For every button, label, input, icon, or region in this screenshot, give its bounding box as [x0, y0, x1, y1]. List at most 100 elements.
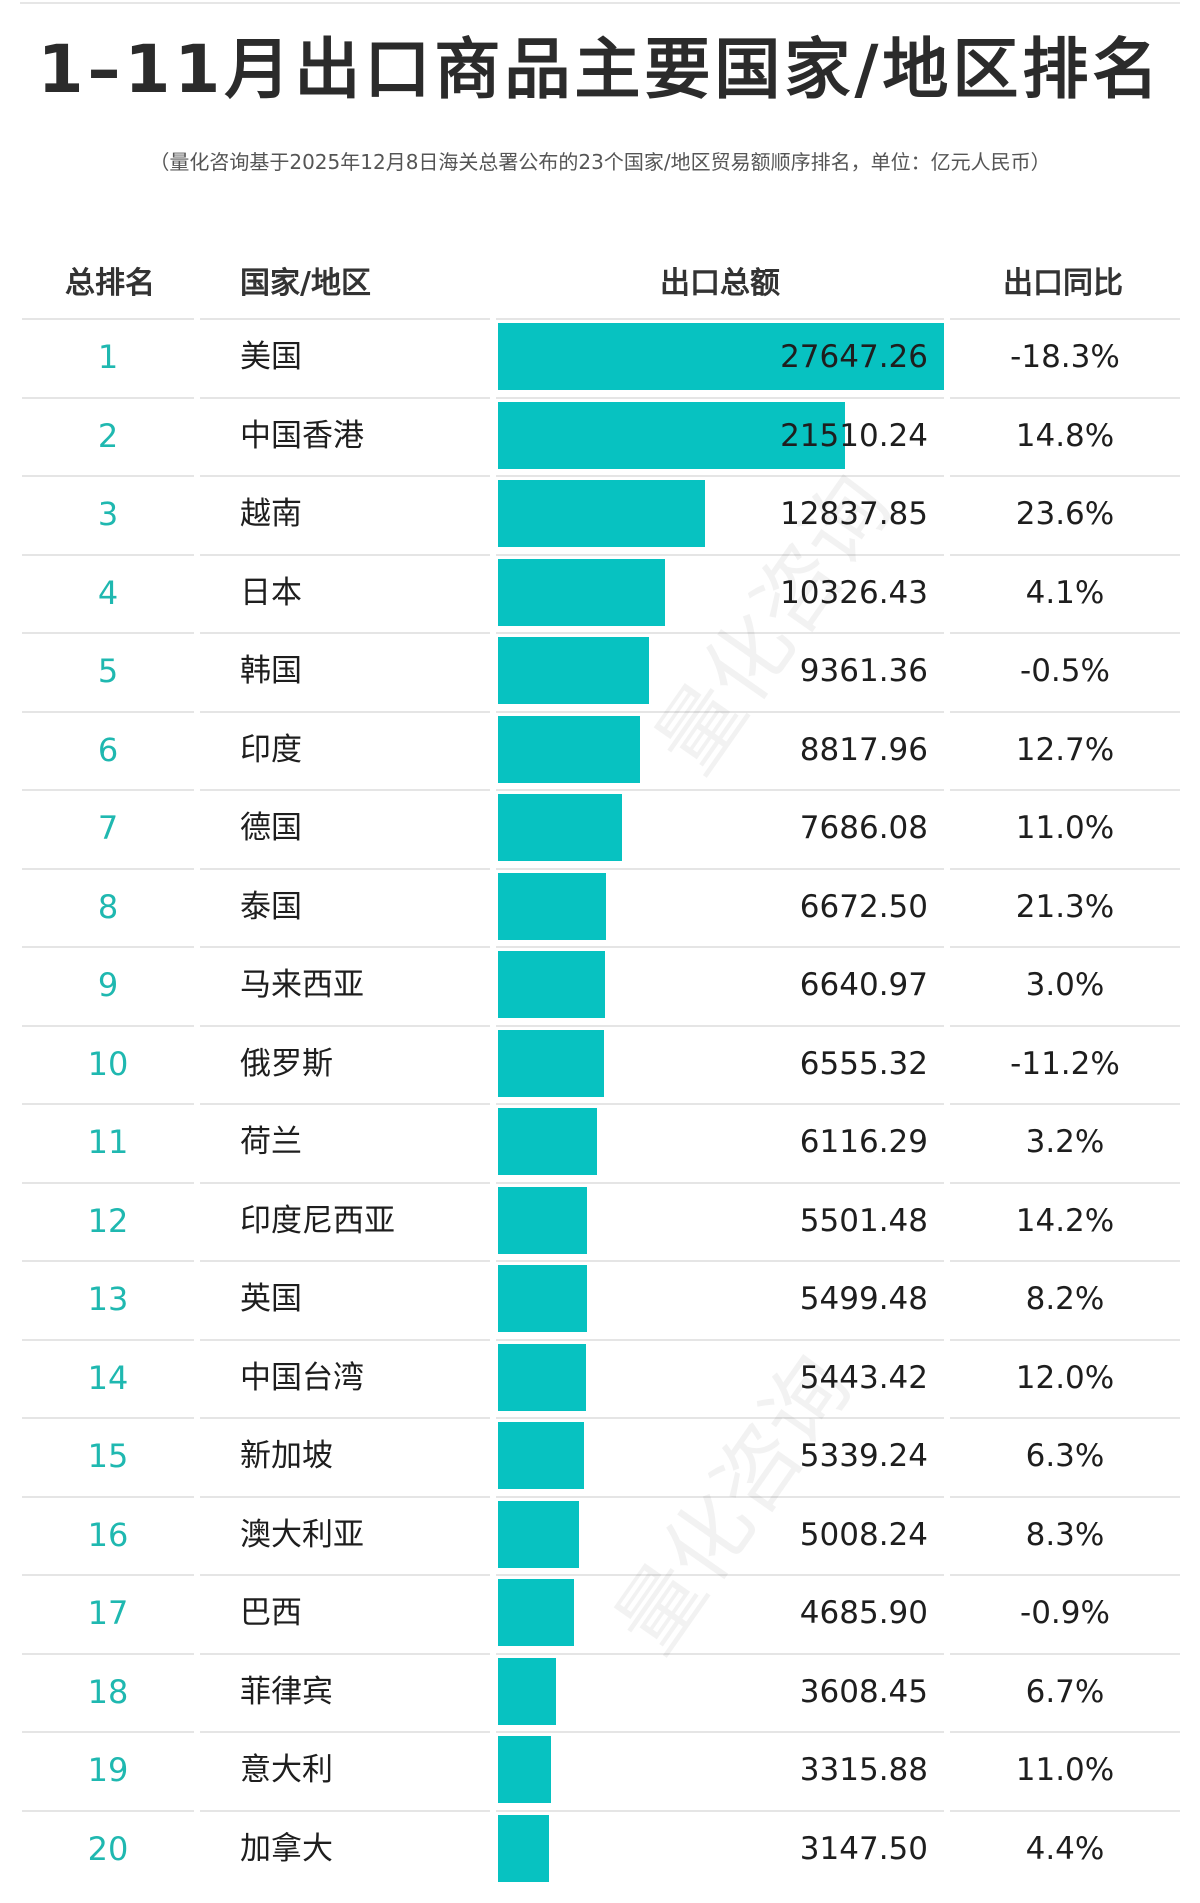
yoy-cell: 3.0% — [1025, 967, 1105, 1003]
yoy-cell: 23.6% — [1015, 496, 1115, 532]
row-separator — [200, 632, 490, 634]
row-separator — [22, 1103, 194, 1105]
country-cell: 泰国 — [240, 888, 302, 925]
row-separator — [950, 1731, 1180, 1733]
rank-cell: 7 — [97, 809, 119, 847]
row-separator — [22, 867, 194, 870]
amount-label: 5443.42 — [799, 1359, 928, 1396]
export-bar — [498, 1736, 552, 1803]
export-bar — [498, 1579, 574, 1646]
table-row: 5 韩国 9361.36 -0.5% — [0, 632, 1200, 711]
row-separator — [950, 1417, 1180, 1419]
row-separator — [950, 1181, 1180, 1184]
table-row: 10 俄罗斯 6555.32 -11.2% — [0, 1024, 1200, 1104]
row-separator — [950, 1495, 1180, 1498]
table-row: 14 中国台湾 5443.42 12.0% — [0, 1338, 1200, 1418]
row-separator — [22, 1024, 194, 1027]
row-separator — [200, 1731, 490, 1733]
row-separator — [496, 1574, 944, 1576]
yoy-cell: 8.2% — [1025, 1281, 1105, 1317]
row-separator — [950, 867, 1180, 870]
row-separator — [950, 1574, 1180, 1576]
country-cell: 澳大利亚 — [240, 1516, 364, 1553]
row-separator — [496, 632, 944, 634]
yoy-cell: 6.7% — [1025, 1673, 1105, 1710]
amount-label: 8817.96 — [799, 731, 928, 768]
amount-label: 5499.48 — [799, 1281, 928, 1317]
export-bar — [498, 794, 622, 861]
top-rule — [20, 2, 1180, 4]
table-row: 9 马来西亚 6640.97 3.0% — [0, 946, 1200, 1025]
row-separator — [496, 946, 944, 948]
row-separator — [950, 396, 1180, 399]
rank-cell: 17 — [87, 1594, 129, 1632]
export-bar — [498, 951, 606, 1018]
row-separator — [496, 1181, 944, 1184]
amount-label: 12837.85 — [780, 496, 928, 532]
row-separator — [200, 1103, 490, 1105]
export-bar — [498, 1265, 587, 1332]
row-separator — [200, 1024, 490, 1027]
amount-label: 9361.36 — [799, 653, 928, 689]
row-separator — [950, 946, 1180, 948]
row-separator — [22, 789, 194, 791]
row-separator — [200, 475, 490, 477]
amount-label: 3315.88 — [799, 1752, 928, 1788]
row-separator — [22, 1260, 194, 1262]
country-cell: 英国 — [240, 1281, 302, 1317]
yoy-cell: -0.9% — [1020, 1595, 1110, 1631]
header-country: 国家/地区 — [240, 266, 371, 301]
row-separator — [950, 789, 1180, 791]
amount-label: 10326.43 — [780, 574, 928, 611]
row-separator — [22, 710, 194, 713]
rank-cell: 1 — [97, 338, 119, 376]
country-cell: 德国 — [240, 810, 302, 846]
row-separator — [496, 1495, 944, 1498]
row-separator — [22, 1338, 194, 1341]
rank-cell: 10 — [87, 1044, 129, 1083]
export-bar — [498, 715, 641, 783]
table-row: 15 新加坡 5339.24 6.3% — [0, 1417, 1200, 1496]
row-separator — [22, 1652, 194, 1655]
row-separator — [950, 1652, 1180, 1655]
amount-label: 3608.45 — [799, 1673, 928, 1710]
export-bar — [498, 872, 606, 940]
country-cell: 荷兰 — [240, 1124, 302, 1160]
amount-label: 4685.90 — [799, 1595, 928, 1631]
country-cell: 加拿大 — [240, 1830, 333, 1867]
yoy-cell: 21.3% — [1015, 888, 1115, 925]
row-separator — [200, 710, 490, 713]
row-separator — [22, 1417, 194, 1419]
yoy-cell: 4.1% — [1025, 574, 1105, 611]
row-separator — [496, 1417, 944, 1419]
rank-cell: 19 — [87, 1751, 129, 1789]
table-header: 总排名 国家/地区 出口总额 出口同比 — [0, 256, 1200, 312]
table-row: 1 美国 27647.26 -18.3% — [0, 318, 1200, 397]
export-bar — [498, 1500, 579, 1568]
row-separator — [22, 1809, 194, 1812]
yoy-cell: 12.7% — [1015, 731, 1115, 768]
rank-cell: 5 — [97, 652, 119, 690]
header-amount: 出口总额 — [660, 266, 780, 301]
amount-label: 6640.97 — [799, 967, 928, 1003]
export-bar — [498, 637, 649, 704]
export-bar — [498, 1343, 586, 1411]
export-bar — [498, 1422, 585, 1489]
ranking-table: 1 美国 27647.26 -18.3% 2 中国香港 21510.24 14.8% 3 越南 12… — [0, 318, 1200, 1903]
rank-cell: 3 — [97, 495, 119, 533]
table-row: 8 泰国 6672.50 21.3% — [0, 867, 1200, 947]
country-cell: 俄罗斯 — [240, 1045, 333, 1082]
row-separator — [22, 318, 194, 320]
export-bar — [498, 1029, 604, 1097]
amount-label: 5339.24 — [799, 1438, 928, 1474]
row-separator — [496, 396, 944, 399]
row-separator — [22, 1574, 194, 1576]
rank-cell: 16 — [87, 1515, 129, 1554]
country-cell: 印度尼西亚 — [240, 1202, 395, 1239]
rank-cell: 4 — [97, 573, 119, 612]
rank-cell: 11 — [87, 1123, 129, 1161]
row-separator — [496, 1024, 944, 1027]
export-bar — [498, 323, 944, 390]
row-separator — [22, 1495, 194, 1498]
country-cell: 韩国 — [240, 653, 302, 689]
